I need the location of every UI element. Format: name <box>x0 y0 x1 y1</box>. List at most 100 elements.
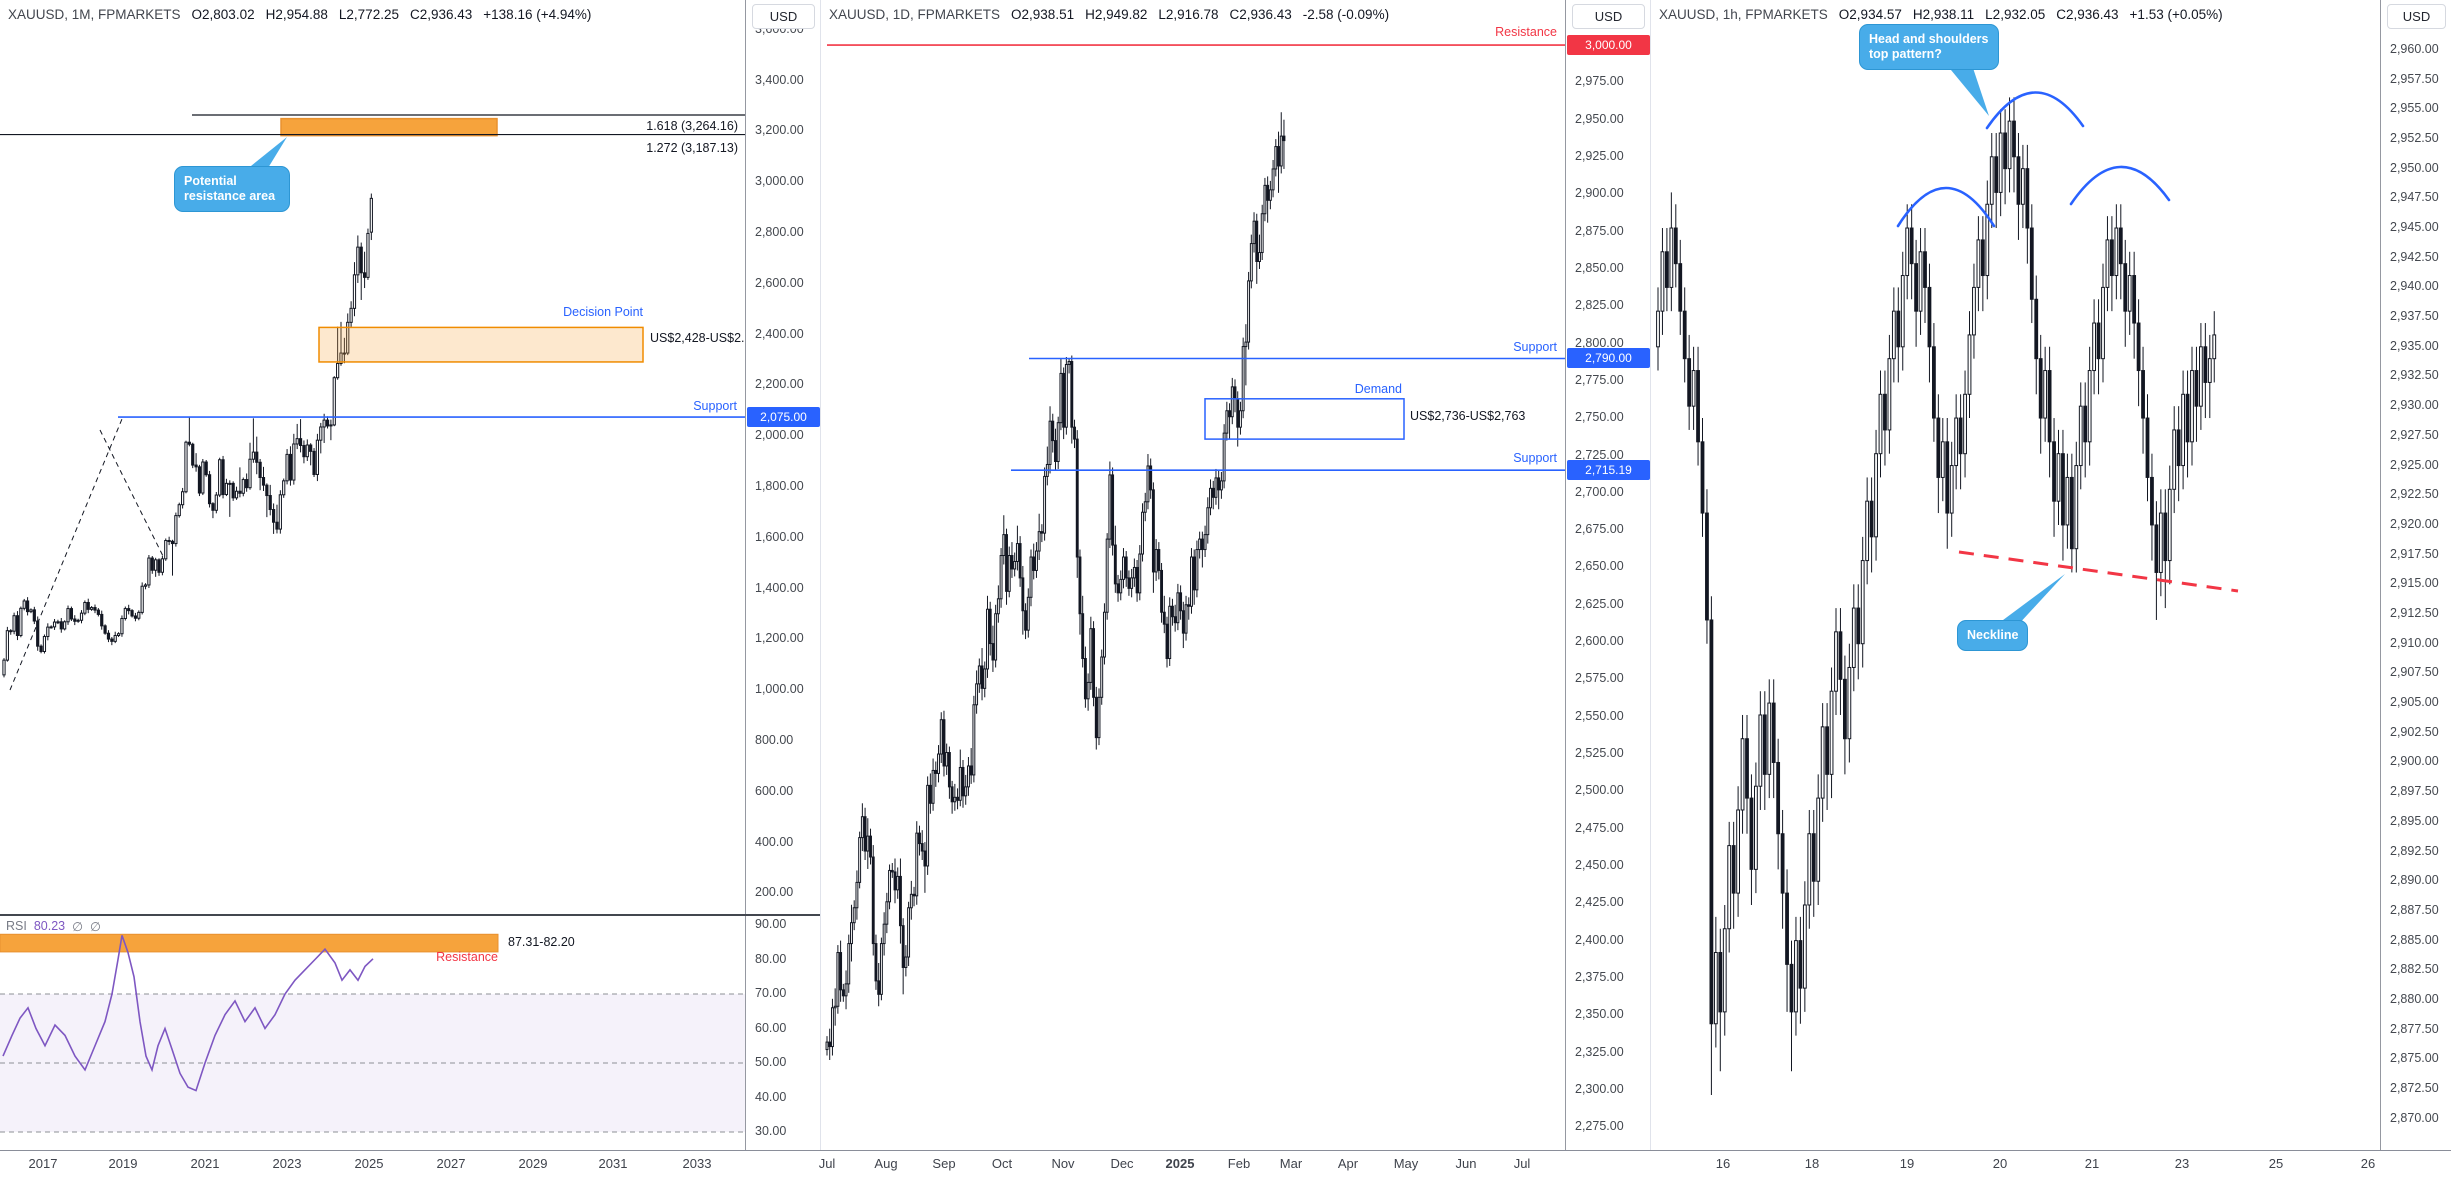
axis-price-label: 1,000.00 <box>755 682 804 697</box>
axis-time-label: Nov <box>1051 1156 1075 1171</box>
support-label: Support <box>693 399 737 413</box>
axis-price-label: 2,875.00 <box>2390 1051 2439 1066</box>
axis-time-label: Oct <box>991 1156 1013 1171</box>
currency-button[interactable]: USD <box>2387 4 2446 29</box>
chart-panel-hourly: XAUUSD, 1h, FPMARKETS O2,934.57 H2,938.1… <box>1651 0 2380 1150</box>
axis-price-label: 2,700.00 <box>1575 484 1624 499</box>
axis-price-label: 2,850.00 <box>1575 260 1624 275</box>
symbol-title[interactable]: XAUUSD, 1h, FPMARKETS <box>1659 7 1828 22</box>
axis-time-label: 2029 <box>518 1156 548 1171</box>
chart-panel-monthly: XAUUSD, 1M, FPMARKETS O2,803.02 H2,954.8… <box>0 0 745 1150</box>
time-axis-daily[interactable]: Jul Aug Sep Oct Nov Dec 2025 Feb Mar Apr May Jun Jul <box>818 1151 1565 1177</box>
price-axis-daily[interactable]: USD 2,975.00 2,950.00 2,925.00 2,900.00 2,87… <box>1565 0 1651 1150</box>
axis-time-label: Jul <box>818 1156 836 1171</box>
rsi-resistance-label: Resistance <box>436 950 498 964</box>
axis-price-label: 2,575.00 <box>1575 671 1624 686</box>
axis-rsi-label: 60.00 <box>755 1020 787 1035</box>
axis-price-label: 2,775.00 <box>1575 372 1624 387</box>
symbol-title[interactable]: XAUUSD, 1D, FPMARKETS <box>829 7 1001 22</box>
price-chart-canvas-hourly[interactable] <box>1651 0 2380 1150</box>
axis-price-label: 2,957.50 <box>2390 71 2439 86</box>
axis-price-label: 2,935.00 <box>2390 338 2439 353</box>
time-axis[interactable]: 2017 2019 2021 2023 2025 2027 2029 2031 2033 Jul… <box>0 1150 2451 1177</box>
axis-price-label: 2,945.00 <box>2390 220 2439 235</box>
axis-price-label: 2,900.00 <box>2390 754 2439 769</box>
ohlc-open: O2,803.02 <box>191 7 255 22</box>
resistance-label: Resistance <box>1495 25 1557 39</box>
axis-price-label: 2,952.50 <box>2390 130 2439 145</box>
axis-time-label: Apr <box>1337 1156 1359 1171</box>
resistance-callout[interactable]: Potential resistance area <box>174 166 290 212</box>
price-chart-canvas-monthly[interactable] <box>0 0 745 1150</box>
decision-range-label: US$2,428-US$2.29 <box>650 331 745 345</box>
head-shoulders-callout[interactable]: Head and shoulders top pattern? <box>1859 24 1999 70</box>
axis-price-label: 2,400.00 <box>755 326 804 341</box>
axis-time-label: 2021 <box>190 1156 220 1171</box>
axis-price-label: 2,870.00 <box>2390 1110 2439 1125</box>
demand-range-label: US$2,736-US$2,763 <box>1410 409 1526 423</box>
rsi-band-label: 87.31-82.20 <box>508 935 575 949</box>
price-tag-support: 2,715.19 <box>1567 460 1650 480</box>
axis-price-label: 2,625.00 <box>1575 596 1624 611</box>
axis-price-label: 2,920.00 <box>2390 516 2439 531</box>
axis-price-label: 2,927.50 <box>2390 427 2439 442</box>
axis-price-label: 2,650.00 <box>1575 559 1624 574</box>
time-axis-hourly[interactable]: 16 18 19 20 21 23 25 26 <box>1651 1151 2380 1177</box>
axis-price-label: 2,895.00 <box>2390 813 2439 828</box>
axis-time-label: 2025 <box>354 1156 384 1171</box>
axis-price-label: 3,400.00 <box>755 72 804 87</box>
axis-price-label: 2,275.00 <box>1575 1119 1624 1134</box>
pane-separator[interactable] <box>0 914 745 916</box>
ohlc-high: H2,954.88 <box>265 7 328 22</box>
time-axis-monthly[interactable]: 2017 2019 2021 2023 2025 2027 2029 2031 2033 <box>0 1151 745 1177</box>
axis-price-label: 2,922.50 <box>2390 487 2439 502</box>
price-axis-hourly[interactable]: USD 2,960.00 2,957.50 2,955.00 2,952.50 2,95… <box>2380 0 2451 1150</box>
pane-separator <box>745 914 821 916</box>
axis-price-label: 2,917.50 <box>2390 546 2439 561</box>
chart-header-daily: XAUUSD, 1D, FPMARKETS O2,938.51 H2,949.8… <box>829 7 1389 22</box>
axis-rsi-label: 80.00 <box>755 951 787 966</box>
axis-price-label: 2,475.00 <box>1575 820 1624 835</box>
currency-button[interactable]: USD <box>752 4 815 29</box>
symbol-title[interactable]: XAUUSD, 1M, FPMARKETS <box>8 7 181 22</box>
axis-price-label: 2,880.00 <box>2390 992 2439 1006</box>
axis-time-label: 16 <box>1715 1156 1731 1171</box>
rsi-indicator-header[interactable]: RSI 80.23 ∅ ∅ <box>6 919 101 934</box>
currency-button[interactable]: USD <box>1572 4 1645 29</box>
axis-price-label: 2,550.00 <box>1575 708 1624 723</box>
axis-time-label: 2025 <box>1165 1156 1195 1171</box>
axis-price-label: 2,937.50 <box>2390 309 2439 324</box>
axis-price-label: 2,897.50 <box>2390 784 2439 799</box>
axis-rsi-label: 90.00 <box>755 917 787 931</box>
axis-price-label: 2,675.00 <box>1575 522 1624 537</box>
axis-price-label: 2,325.00 <box>1575 1044 1624 1059</box>
axis-price-label: 2,300.00 <box>1575 1081 1624 1096</box>
axis-time-label: 2019 <box>108 1156 138 1171</box>
axis-price-label: 2,950.00 <box>2390 160 2439 175</box>
price-axis-monthly[interactable]: USD 3,600.003,400.003,200.003,000.002,80… <box>745 0 821 1150</box>
axis-price-label: 2,350.00 <box>1575 1007 1624 1022</box>
axis-price-label: 200.00 <box>755 885 794 900</box>
axis-price-label: 1,600.00 <box>755 529 804 544</box>
axis-price-label: 2,877.50 <box>2390 1021 2439 1036</box>
axis-time-label: 25 <box>2268 1156 2284 1171</box>
callout-text: Neckline <box>1967 628 2019 642</box>
axis-time-label: Jul <box>1513 1156 1531 1171</box>
axis-price-label: 2,600.00 <box>755 275 804 290</box>
axis-price-label: 2,947.50 <box>2390 190 2439 205</box>
ohlc-open: O2,934.57 <box>1838 7 1902 22</box>
rsi-name: RSI <box>6 919 27 933</box>
chart-panel-daily: XAUUSD, 1D, FPMARKETS O2,938.51 H2,949.8… <box>821 0 1565 1150</box>
axis-price-label: 2,905.00 <box>2390 695 2439 710</box>
neckline-callout[interactable]: Neckline <box>1957 620 2029 651</box>
price-chart-canvas-daily[interactable] <box>821 0 1565 1150</box>
support-label: Support <box>1513 451 1557 465</box>
axis-price-label: 2,400.00 <box>1575 932 1624 947</box>
axis-price-label: 2,950.00 <box>1575 111 1624 126</box>
axis-time-label: Dec <box>1110 1156 1134 1171</box>
axis-time-label: 23 <box>2174 1156 2190 1171</box>
axis-time-label: 2023 <box>272 1156 302 1171</box>
axis-price-label: 2,902.50 <box>2390 724 2439 739</box>
axis-price-label: 2,915.00 <box>2390 576 2439 591</box>
axis-price-label: 2,975.00 <box>1575 74 1624 89</box>
